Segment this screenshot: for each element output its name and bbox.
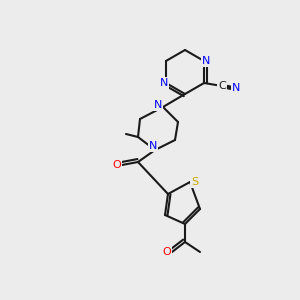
Text: N: N [202,56,210,66]
Text: N: N [154,100,162,110]
Text: N: N [160,78,168,88]
Text: S: S [191,177,199,187]
Text: N: N [149,141,157,151]
Text: O: O [163,247,171,257]
Text: C: C [218,81,226,91]
Text: O: O [112,160,122,170]
Text: N: N [232,83,240,93]
